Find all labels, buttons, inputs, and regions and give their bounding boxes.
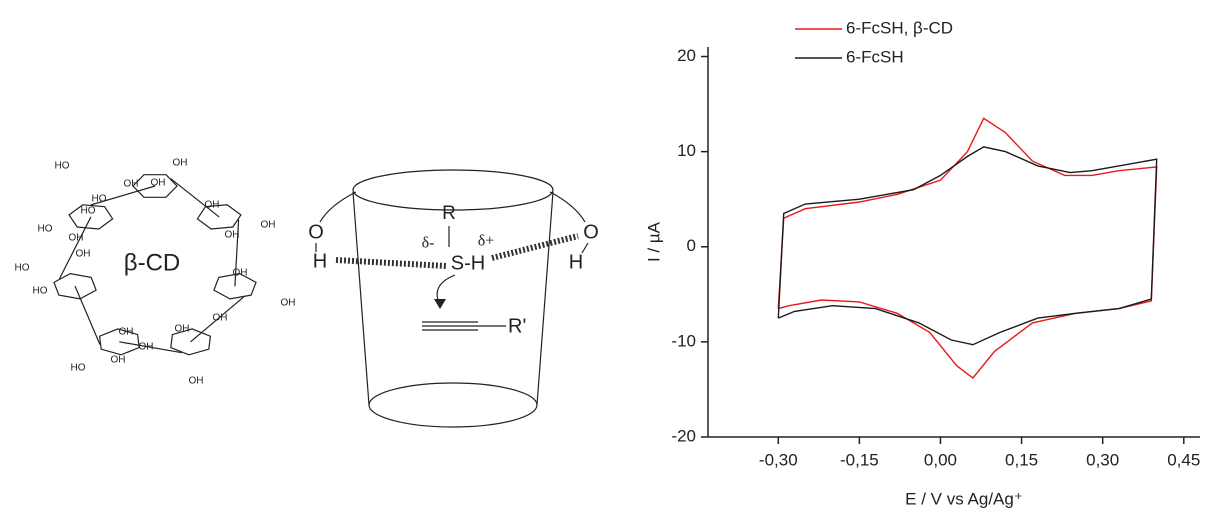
cup-side (352, 191, 370, 406)
oh-label: HO (55, 161, 70, 172)
glycosidic-bond (90, 185, 156, 206)
cup-diagram: R δ- δ+ S-H O H O H R' (308, 169, 599, 428)
x-tick-label: -0,30 (759, 450, 798, 469)
x-tick-label: -0,15 (840, 450, 879, 469)
oh-label: OH (175, 324, 190, 335)
glucose-ring (68, 204, 114, 230)
glycosidic-bond (58, 216, 92, 280)
oh-label: OH (225, 230, 240, 241)
x-axis-label: E / V vs Ag/Ag⁺ (905, 489, 1023, 508)
glucose-ring (53, 272, 97, 300)
label: O (308, 221, 324, 243)
oh-label: OH (76, 249, 91, 260)
x-tick-label: 0,00 (924, 450, 957, 469)
oh-label: HO (71, 363, 86, 374)
y-tick-label: 20 (677, 46, 696, 65)
glucose-ring (132, 174, 178, 198)
oh-label: OH (213, 313, 228, 324)
label: δ- (422, 235, 435, 252)
x-tick-label: 0,30 (1086, 450, 1119, 469)
hydrogen-bond (335, 257, 447, 269)
label: R' (508, 315, 526, 337)
cup-rim (352, 169, 554, 211)
y-tick-label: 0 (687, 236, 696, 255)
glycosidic-bond (170, 178, 220, 218)
label: H (569, 251, 583, 273)
arrowhead (434, 299, 446, 309)
oh-label: OH (205, 200, 220, 211)
legend-label: 6-FcSH, β-CD (846, 18, 953, 37)
oh-label: HO (33, 286, 48, 297)
oh-label: OH (173, 158, 188, 169)
oh-label: HO (15, 263, 30, 274)
cup-base (368, 382, 538, 428)
cd-title: β-CD (124, 249, 180, 276)
glycosidic-bond (74, 285, 101, 345)
x-tick-label: 0,15 (1005, 450, 1038, 469)
oh-label: OH (69, 233, 84, 244)
glucose-ring (170, 328, 212, 356)
x-tick-label: 0,45 (1167, 450, 1200, 469)
bond (319, 191, 357, 223)
cv-curve (777, 146, 1158, 346)
glycosidic-bond (119, 341, 182, 354)
beta-cd-structure: OH HO OH OH HO OH OH HO OH HO OH OH OH HO OH OH HO OH OH OH… (15, 158, 296, 387)
legend-label: 6-FcSH (846, 47, 904, 66)
glycosidic-bond (234, 219, 240, 287)
bond (581, 242, 589, 254)
label: δ+ (478, 233, 495, 250)
bond (549, 191, 586, 223)
y-axis-label: I / µA (644, 221, 663, 262)
oh-label: OH (261, 220, 276, 231)
y-tick-label: -10 (671, 331, 696, 350)
oh-label: HO (38, 224, 53, 235)
hydrogen-bond (491, 233, 579, 261)
glucose-ring (98, 328, 140, 356)
oh-label: OH (119, 327, 134, 338)
oh-label: OH (124, 179, 139, 190)
oh-label: OH (189, 376, 204, 387)
label: S-H (451, 252, 485, 274)
oh-label: HO (92, 194, 107, 205)
label: O (583, 221, 599, 243)
glucose-ring (196, 204, 242, 230)
y-tick-label: -20 (671, 426, 696, 445)
oh-label: OH (139, 342, 154, 353)
y-tick-label: 10 (677, 141, 696, 160)
cup-side (536, 191, 554, 406)
oh-label: OH (233, 268, 248, 279)
glycosidic-bond (190, 296, 244, 343)
glucose-ring (213, 272, 257, 300)
oh-label: HO (81, 206, 96, 217)
oh-label: OH (111, 355, 126, 366)
cv-chart: -20 -10 0 10 20 -0,30 -0,15 0,00 0,15 0,30 0,45 E /… (644, 18, 1200, 508)
oh-label: OH (281, 298, 296, 309)
label: H (313, 250, 327, 272)
oh-label: OH (151, 178, 166, 189)
label: R (442, 203, 456, 224)
